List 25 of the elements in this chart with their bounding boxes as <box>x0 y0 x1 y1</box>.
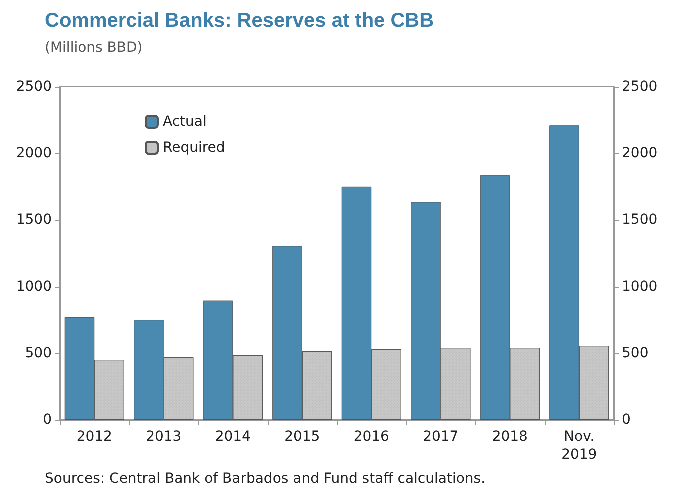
x-tick-label: 2012 <box>76 429 112 445</box>
x-tick-label: Nov. 2019 <box>562 429 598 463</box>
y2-tick-label: 0 <box>622 412 631 428</box>
x-tick-label: 2013 <box>146 429 182 445</box>
legend-label: Actual <box>163 114 207 130</box>
legend-label: Required <box>163 140 226 156</box>
y-tick-label: 2500 <box>16 79 52 95</box>
y-tick-label: 500 <box>25 345 52 362</box>
x-tick-label: 2018 <box>492 429 528 445</box>
y-tick-label: 2000 <box>16 146 52 162</box>
source-note: Sources: Central Bank of Barbados and Fund staff calculations. <box>45 471 486 487</box>
y2-tick-label: 500 <box>622 345 649 362</box>
x-tick-label: 2014 <box>215 429 252 445</box>
x-tick-label: 2015 <box>284 429 320 445</box>
chart-title: Commercial Banks: Reserves at the CBB <box>45 10 434 32</box>
y-tick-label: 1000 <box>16 278 52 295</box>
y2-tick-label: 2500 <box>622 79 658 95</box>
x-tick-label: 2016 <box>354 429 390 445</box>
y2-tick-label: 2000 <box>622 146 658 162</box>
y-tick-label: 1500 <box>16 212 52 228</box>
y-tick-label: 0 <box>43 412 52 428</box>
x-tick-label: 2017 <box>423 429 459 445</box>
y2-tick-label: 1000 <box>622 278 658 295</box>
y2-tick-label: 1500 <box>622 212 658 228</box>
chart-subtitle: (Millions BBD) <box>45 40 143 56</box>
